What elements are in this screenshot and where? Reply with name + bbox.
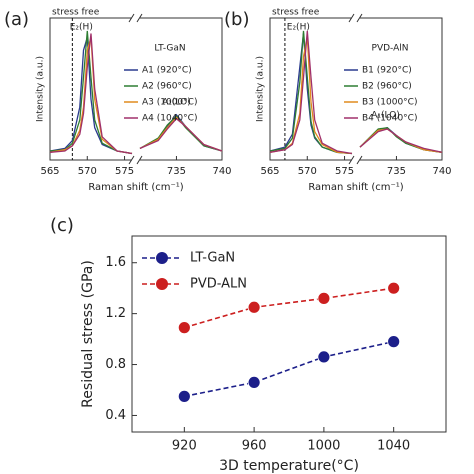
legend-marker (156, 278, 168, 290)
x-tick-label: 575 (115, 166, 134, 177)
legend-label: A4 (1040°C) (142, 114, 197, 124)
axis-frame-right (140, 17, 223, 161)
x-tick-label: 565 (260, 166, 279, 177)
spectrum-line (269, 30, 353, 155)
annotation: E₂(H) (70, 23, 93, 33)
axis-frame-right (360, 17, 443, 161)
x-tick-label: 575 (335, 166, 354, 177)
spectrum-line (269, 37, 353, 155)
inset-title: PVD-AlN (372, 44, 409, 54)
x-axis-label: Raman shift (cm⁻¹) (308, 182, 403, 193)
x-axis-label: Raman shift (cm⁻¹) (88, 182, 183, 193)
y-tick-label: 0.4 (105, 408, 126, 423)
axis-frame-left (269, 17, 352, 161)
x-tick-label: 960 (242, 439, 267, 454)
x-tick-label: 570 (298, 166, 317, 177)
point (177, 321, 191, 335)
inset-title: LT-GaN (154, 44, 185, 54)
axis-frame-left (49, 17, 132, 161)
legend-label: LT-GaN (190, 251, 235, 266)
axis-break (128, 13, 143, 165)
spectrum-line (139, 117, 223, 152)
panel-label: (a) (4, 9, 29, 30)
point (317, 291, 331, 305)
spectrum-line (359, 128, 443, 153)
x-tick-label: 570 (78, 166, 97, 177)
legend-label: B1 (920°C) (362, 66, 412, 76)
spectrum-line (49, 37, 133, 155)
point (387, 281, 401, 295)
spectrum-line (359, 127, 443, 153)
legend-marker (156, 252, 168, 264)
x-tick-label: 1040 (377, 439, 410, 454)
series-line (184, 340, 394, 398)
panel-label: (c) (50, 215, 74, 236)
y-axis-label: Residual stress (GPa) (80, 260, 96, 408)
legend-label: PVD-ALN (190, 277, 247, 292)
y-axis-label: Intensity (a.u.) (256, 56, 266, 122)
annotation: A₁(LO) (371, 110, 400, 120)
legend-label: A1 (920°C) (142, 66, 192, 76)
stress-free-label: stress free (272, 8, 320, 18)
series-line (184, 287, 394, 329)
point (247, 300, 261, 314)
x-tick-label: 735 (167, 166, 186, 177)
stress-free-label: stress free (52, 8, 100, 18)
point (387, 335, 401, 349)
axis-break (348, 13, 363, 165)
legend-label: B2 (960°C) (362, 82, 412, 92)
point (177, 389, 191, 403)
spectrum-line (269, 30, 353, 155)
point (317, 350, 331, 364)
x-tick-label: 565 (40, 166, 59, 177)
legend-label: B4 (1040°C) (362, 114, 417, 124)
x-tick-label: 1000 (307, 439, 340, 454)
panel-label: (b) (224, 9, 249, 30)
x-axis-label: 3D temperature(°C) (219, 458, 359, 474)
legend-label: B3 (1000°C) (362, 98, 417, 108)
y-tick-label: 1.2 (105, 306, 126, 321)
y-tick-label: 0.8 (105, 357, 126, 372)
y-tick-label: 1.6 (105, 255, 126, 270)
legend-label: A2 (960°C) (142, 82, 192, 92)
x-tick-label: 920 (172, 439, 197, 454)
spectrum-line (49, 33, 133, 155)
point (247, 375, 261, 389)
axis-frame (131, 235, 447, 433)
spectrum-line (49, 30, 133, 155)
x-tick-label: 740 (212, 166, 231, 177)
annotation: E₂(H) (287, 23, 310, 33)
spectrum-line (139, 115, 223, 152)
legend-label: A3 (1000°C) (142, 98, 197, 108)
y-axis-label: Intensity (a.u.) (36, 56, 46, 122)
annotation: A₁(LO) (162, 97, 191, 107)
x-tick-label: 735 (387, 166, 406, 177)
x-tick-label: 740 (432, 166, 451, 177)
